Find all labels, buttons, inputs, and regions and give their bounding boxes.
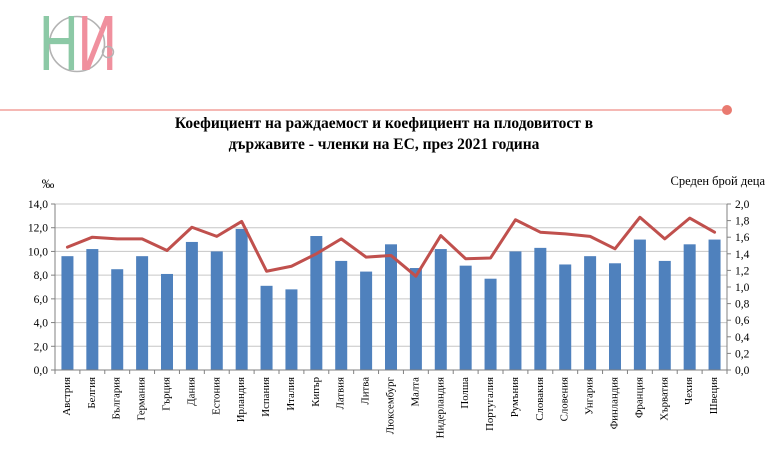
- chart-title: Коефициент на раждаемост и коефициент на…: [0, 113, 768, 155]
- bar-Италия: [285, 289, 298, 370]
- bar-Люксембург: [385, 244, 397, 370]
- bar-Германия: [136, 256, 149, 370]
- x-category-label: Дания: [185, 377, 197, 406]
- logo-letter-n: Н: [38, 4, 79, 88]
- nsi-logo: Н И: [38, 4, 118, 88]
- x-category-label: Австрия: [61, 377, 73, 416]
- logo-letter-i: И: [77, 4, 118, 88]
- left-axis-tick-label: 8,0: [34, 270, 49, 282]
- right-axis-tick-label: 0,0: [735, 365, 750, 377]
- x-category-label: Унгария: [584, 377, 596, 415]
- x-category-label: Финландия: [608, 377, 620, 429]
- x-category-label: Белгия: [86, 377, 98, 409]
- x-category-label: Швеция: [708, 377, 720, 414]
- bar-Португалия: [484, 278, 497, 370]
- bar-Испания: [260, 285, 273, 370]
- x-category-label: Италия: [285, 377, 297, 411]
- bar-Словакия: [534, 247, 547, 370]
- bar-Словения: [559, 264, 572, 370]
- x-category-label: Хърватия: [658, 377, 670, 421]
- right-axis-tick-label: 0,2: [735, 348, 750, 360]
- left-axis-tick-label: 0,0: [34, 365, 49, 377]
- right-axis-tick-label: 1,2: [735, 265, 750, 277]
- x-category-label: Франция: [633, 377, 645, 418]
- right-axis-title: Среден брой деца: [670, 174, 765, 188]
- left-axis-tick-label: 10,0: [28, 246, 48, 258]
- right-axis-tick-label: 1,8: [735, 216, 750, 228]
- x-category-label: Гърция: [160, 377, 172, 411]
- bar-Хърватия: [658, 260, 671, 370]
- fertility-line: [65, 215, 717, 278]
- bar-Румъния: [509, 251, 522, 370]
- right-axis-tick-label: 1,4: [735, 249, 750, 261]
- x-category-label: Германия: [136, 377, 148, 421]
- bar-Кипър: [310, 236, 323, 370]
- x-category-label: Португалия: [484, 377, 496, 431]
- left-axis-tick-label: 12,0: [28, 223, 48, 235]
- bar-Дания: [185, 241, 198, 370]
- bar-Австрия: [61, 256, 74, 370]
- bar-Швеция: [708, 239, 721, 370]
- x-category-label: Румъния: [509, 377, 521, 417]
- x-category-label: Литва: [360, 377, 372, 405]
- logo-small-ring: [101, 45, 115, 59]
- x-category-label: България: [111, 377, 123, 420]
- right-axis-tick-label: 0,8: [735, 299, 750, 311]
- logo-letter-c-ring: [48, 15, 106, 73]
- x-category-label: Естония: [210, 377, 222, 415]
- x-category-label: Ирландия: [235, 377, 247, 422]
- x-category-label: Чехия: [683, 377, 695, 405]
- x-category-label: Нидерландия: [434, 377, 446, 438]
- x-category-label: Словакия: [534, 377, 546, 421]
- chart-title-line2: държавите - членки на ЕС, през 2021 годи…: [228, 136, 540, 153]
- left-axis-unit-label: ‰: [42, 177, 55, 191]
- bar-Унгария: [584, 256, 597, 370]
- bar-Литва: [360, 271, 373, 370]
- right-axis-tick-label: 2,0: [735, 199, 750, 211]
- bar-Малта: [409, 268, 422, 370]
- x-category-label: Люксембург: [384, 376, 396, 434]
- chart-area: 14,0 12,0 10,0 8,0 6,0 4,0 2,0 0,0 2,0 1,8 1,6 1,4 1…: [0, 170, 768, 457]
- x-category-label: Полша: [459, 377, 471, 409]
- right-axis-tick-label: 1,0: [735, 282, 750, 294]
- x-category-label: Малта: [409, 377, 421, 407]
- x-category-label: Испания: [260, 377, 272, 417]
- x-category-label: Кипър: [310, 377, 322, 407]
- left-axis-tick-label: 4,0: [34, 318, 49, 330]
- bar-Полша: [459, 265, 472, 370]
- right-axis-tick-label: 0,6: [735, 315, 750, 327]
- combo-chart: 14,0 12,0 10,0 8,0 6,0 4,0 2,0 0,0 2,0 1,8 1,6 1,4 1…: [28, 174, 766, 438]
- left-axis-tick-label: 2,0: [34, 341, 49, 353]
- bar-Франция: [633, 239, 646, 370]
- x-category-label: Латвия: [335, 377, 347, 409]
- bar-Ирландия: [235, 228, 248, 370]
- bar-Чехия: [683, 244, 696, 370]
- bar-Нидерландия: [434, 249, 447, 370]
- bar-Белгия: [86, 249, 99, 370]
- chart-title-line1: Коефициент на раждаемост и коефициент на…: [174, 115, 594, 132]
- bar-Латвия: [335, 260, 348, 370]
- bar-Финландия: [609, 263, 621, 370]
- bar-Гърция: [161, 273, 173, 370]
- left-axis-tick-label: 14,0: [28, 199, 48, 211]
- x-category-label: Словения: [559, 377, 571, 421]
- right-axis-tick-label: 1,6: [735, 232, 750, 244]
- bar-Естония: [210, 251, 223, 370]
- right-axis-tick-label: 0,4: [735, 332, 750, 344]
- left-axis-tick-label: 6,0: [34, 294, 49, 306]
- bar-България: [111, 269, 124, 370]
